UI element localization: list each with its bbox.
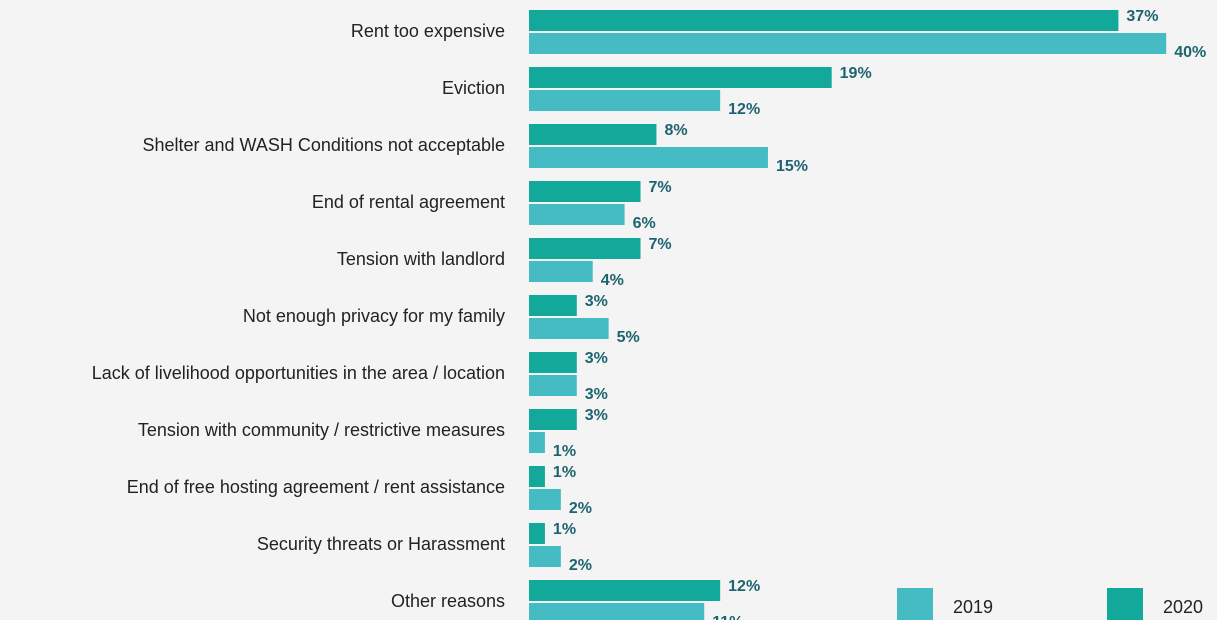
value-label: 3% (585, 386, 608, 403)
category-label: Tension with landlord (337, 249, 505, 269)
value-label: 1% (553, 464, 576, 481)
value-label: 7% (649, 179, 672, 196)
value-label: 2% (569, 557, 592, 574)
legend-swatch (897, 588, 933, 620)
legend-label: 2020 (1163, 597, 1203, 617)
category-label: End of free hosting agreement / rent ass… (127, 477, 505, 497)
category-label: Other reasons (391, 591, 505, 611)
value-label: 5% (617, 329, 640, 346)
bar (529, 181, 641, 202)
bar (529, 523, 545, 544)
value-label: 15% (776, 158, 808, 175)
category-label: Rent too expensive (351, 21, 505, 41)
value-label: 6% (633, 215, 656, 232)
value-label: 2% (569, 500, 592, 517)
bar (529, 67, 832, 88)
bar (529, 318, 609, 339)
bar (529, 33, 1167, 54)
bar (529, 375, 577, 396)
bar (529, 432, 545, 453)
value-label: 37% (1126, 8, 1158, 25)
category-label: End of rental agreement (312, 192, 505, 212)
bar (529, 147, 768, 168)
legend-swatch (1107, 588, 1143, 620)
value-label: 3% (585, 293, 608, 310)
bar (529, 546, 561, 567)
category-label: Tension with community / restrictive mea… (138, 420, 505, 440)
value-label: 40% (1174, 44, 1206, 61)
value-label: 1% (553, 443, 576, 460)
value-label: 12% (728, 101, 760, 118)
category-label: Security threats or Harassment (257, 534, 505, 554)
category-label: Not enough privacy for my family (243, 306, 505, 326)
bar (529, 90, 721, 111)
category-label: Lack of livelihood opportunities in the … (92, 363, 505, 383)
value-label: 4% (601, 272, 624, 289)
category-label: Eviction (442, 78, 505, 98)
bar (529, 124, 657, 145)
bar (529, 204, 625, 225)
bar (529, 238, 641, 259)
bar (529, 489, 561, 510)
bar (529, 261, 593, 282)
value-label: 19% (840, 65, 872, 82)
bar (529, 466, 545, 487)
bar (529, 603, 705, 620)
bar (529, 10, 1119, 31)
bar (529, 409, 577, 430)
value-label: 12% (728, 578, 760, 595)
value-label: 3% (585, 407, 608, 424)
category-label: Shelter and WASH Conditions not acceptab… (142, 135, 505, 155)
bar (529, 352, 577, 373)
bar (529, 580, 721, 601)
value-label: 1% (553, 521, 576, 538)
bar (529, 295, 577, 316)
legend-label: 2019 (953, 597, 993, 617)
value-label: 11% (712, 614, 743, 620)
value-label: 7% (649, 236, 672, 253)
value-label: 8% (664, 122, 687, 139)
value-label: 3% (585, 350, 608, 367)
